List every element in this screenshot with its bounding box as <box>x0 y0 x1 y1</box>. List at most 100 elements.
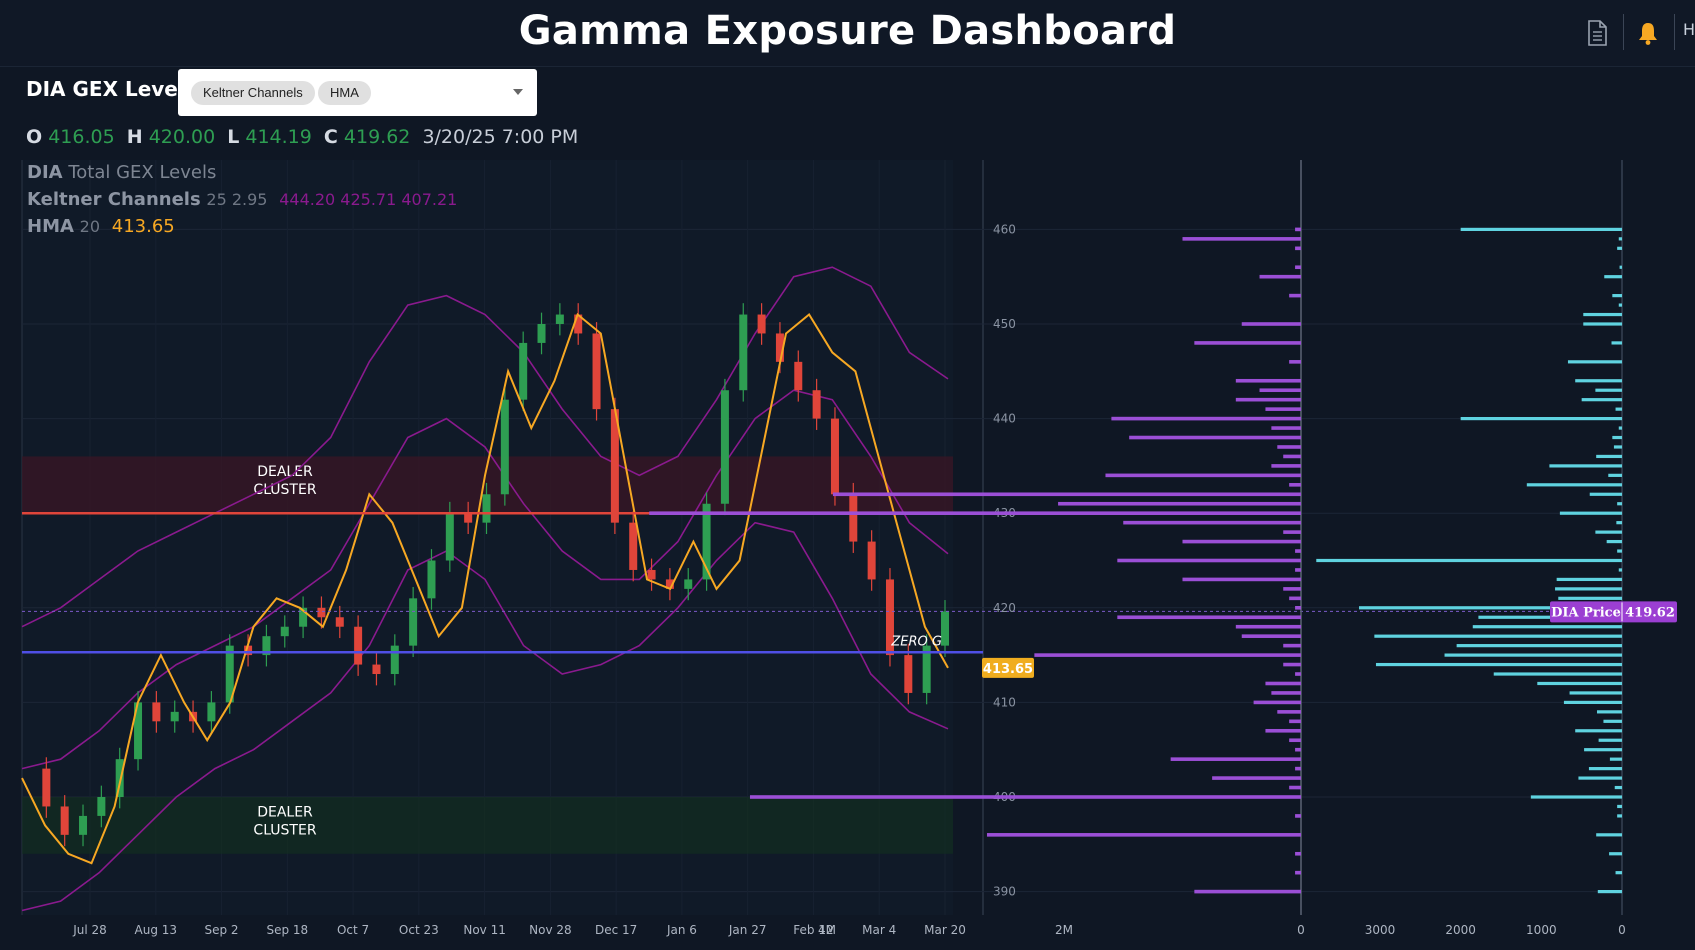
x-tick-label: Dec 17 <box>595 923 637 937</box>
oi-bar <box>1556 577 1622 582</box>
gex-bar <box>1295 549 1301 553</box>
header-divider <box>1623 14 1624 50</box>
gex-bar <box>832 492 1301 497</box>
hma-badge <box>982 657 1034 678</box>
oi-bar <box>1606 539 1622 544</box>
gex-axis-label: 2M <box>1055 923 1073 937</box>
gex-bar <box>1265 407 1301 411</box>
gex-bar <box>1194 889 1301 894</box>
legend-series: DIA Total GEX Levels <box>27 162 216 183</box>
y-tick-label: 420 <box>993 601 1016 615</box>
oi-bar <box>1537 681 1622 686</box>
y-tick-label: 460 <box>993 222 1016 236</box>
candle-body <box>812 390 821 419</box>
header-divider <box>1674 14 1675 50</box>
gex-bar <box>1170 757 1301 761</box>
oi-bar <box>1493 672 1622 676</box>
candle-body <box>372 664 381 675</box>
gex-bar <box>1289 483 1301 487</box>
oi-bar <box>1583 312 1622 317</box>
oi-bar <box>1609 757 1622 761</box>
hma-line <box>21 312 949 865</box>
candle-body <box>904 655 913 693</box>
candle-body <box>885 579 894 656</box>
y-tick-label: 390 <box>993 885 1016 899</box>
oi-bar <box>1583 322 1622 326</box>
oi-bar <box>1589 492 1622 496</box>
candle-body <box>794 361 803 391</box>
candle-body <box>830 418 839 495</box>
oi-bar <box>1555 587 1622 591</box>
x-tick-label: Sep 2 <box>204 923 238 937</box>
gex-bar <box>1283 662 1301 667</box>
candle-body <box>335 617 344 627</box>
keltner-middle-line <box>21 389 949 770</box>
low-key: L <box>227 126 240 148</box>
candle-body <box>775 333 784 362</box>
x-tick-label: Jan 6 <box>666 923 697 937</box>
indicator-chip[interactable]: HMA <box>318 81 371 105</box>
gex-bar <box>1058 501 1301 506</box>
gex-bar <box>749 795 1301 799</box>
gex-bar <box>1105 473 1301 478</box>
candle-body <box>592 333 601 410</box>
gex-bar <box>1117 615 1301 620</box>
candle-body <box>280 626 289 637</box>
symbol-label: DIA GEX Levels <box>26 77 197 101</box>
bar-datetime: 3/20/25 7:00 PM <box>422 126 579 148</box>
oi-bar <box>1596 454 1622 459</box>
gex-bar <box>1271 426 1301 430</box>
candle-body <box>244 645 253 656</box>
oi-bar <box>1615 407 1622 411</box>
document-icon[interactable] <box>1582 18 1612 48</box>
candle-body <box>922 645 931 693</box>
candle-body <box>262 636 271 656</box>
gex-bar <box>1271 691 1301 695</box>
candle-body <box>427 560 436 599</box>
chevron-down-icon[interactable] <box>513 89 523 95</box>
oi-bar <box>1595 530 1622 534</box>
bell-icon[interactable] <box>1633 18 1663 48</box>
gex-axis-label: 0 <box>1297 923 1305 937</box>
candle-body <box>42 768 51 807</box>
dealer-cluster-lower-zone <box>22 797 953 854</box>
oi-axis-label: 2000 <box>1445 923 1476 937</box>
close-value: 419.62 <box>343 126 411 148</box>
candle-body <box>482 494 491 523</box>
candle-body <box>629 522 638 570</box>
indicator-select[interactable]: Keltner Channels HMA <box>178 69 537 116</box>
oi-bar <box>1618 568 1622 572</box>
gex-bar <box>1271 464 1301 468</box>
oi-bar <box>1617 549 1622 553</box>
oi-bar <box>1444 653 1622 657</box>
oi-bar <box>1575 379 1622 383</box>
oi-bar <box>1597 890 1622 894</box>
candle-body <box>152 702 161 722</box>
gex-bar <box>1277 445 1301 449</box>
gex-bar <box>1289 719 1301 724</box>
gex-bar <box>649 511 1301 515</box>
price-badge-label: DIA Price <box>1551 605 1621 620</box>
oi-bar <box>1595 388 1622 392</box>
legend-series-name: Total GEX Levels <box>68 162 217 183</box>
gex-bar <box>1295 227 1301 232</box>
candle-body <box>60 806 69 835</box>
candle-body <box>610 409 619 523</box>
user-menu-cut[interactable]: H <box>1683 20 1695 39</box>
indicator-chip[interactable]: Keltner Channels <box>191 81 315 105</box>
gex-bar <box>986 833 1301 837</box>
price-badge-value: 419.62 <box>1625 605 1675 620</box>
gex-bar <box>1265 681 1301 686</box>
oi-bar <box>1612 294 1622 298</box>
oi-axis-label: 3000 <box>1365 923 1396 937</box>
oi-bar <box>1615 871 1622 875</box>
gex-bar <box>1235 397 1301 402</box>
oi-bar <box>1612 435 1622 440</box>
candle-body <box>354 626 363 665</box>
oi-bar <box>1472 625 1622 629</box>
oi-bar <box>1581 398 1622 402</box>
gex-bar <box>1194 341 1301 345</box>
gex-bar <box>1295 870 1301 875</box>
oi-bar <box>1567 360 1622 364</box>
